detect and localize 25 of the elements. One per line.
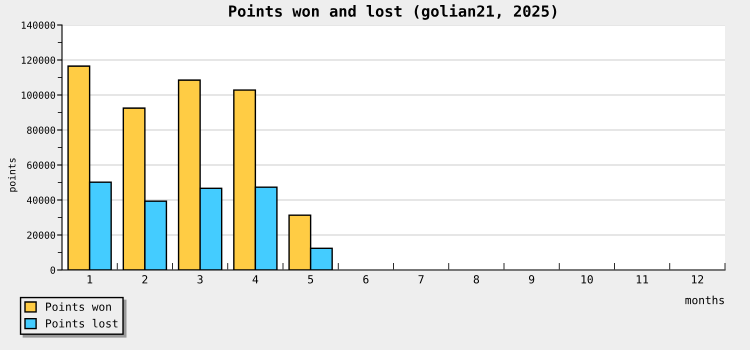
x-tick-label: 3 bbox=[198, 275, 203, 284]
x-tick-label: 12 bbox=[692, 275, 704, 284]
x-axis-title: months bbox=[685, 296, 724, 304]
y-tick-label: 80000 bbox=[27, 126, 56, 134]
y-tick-label: 40000 bbox=[26, 196, 56, 204]
x-tick-label: 2 bbox=[142, 275, 148, 284]
y-axis-title: points bbox=[8, 158, 18, 192]
x-tick-label: 11 bbox=[636, 275, 648, 284]
x-tick-label: 10 bbox=[582, 275, 593, 284]
x-tick-label: 7 bbox=[418, 275, 424, 284]
x-tick-label: 4 bbox=[252, 275, 258, 284]
x-tick-label: 8 bbox=[474, 275, 480, 284]
legend-label: Points won bbox=[46, 302, 111, 311]
x-tick-label: 9 bbox=[528, 275, 534, 284]
y-tick-label: 100000 bbox=[22, 92, 56, 99]
y-tick-label: 0 bbox=[50, 266, 56, 274]
y-tick-label: 60000 bbox=[27, 162, 56, 169]
legend-label: Points lost bbox=[46, 318, 118, 328]
y-tick-label: 140000 bbox=[22, 22, 56, 29]
x-tick-label: 5 bbox=[308, 275, 314, 284]
chart-title: Points won and lost (golian21, 2025) bbox=[229, 4, 556, 20]
y-tick-label: 20000 bbox=[27, 232, 56, 239]
x-tick-label: 1 bbox=[88, 275, 92, 284]
x-tick-label: 6 bbox=[363, 275, 368, 284]
y-tick-label: 120000 bbox=[22, 56, 56, 64]
